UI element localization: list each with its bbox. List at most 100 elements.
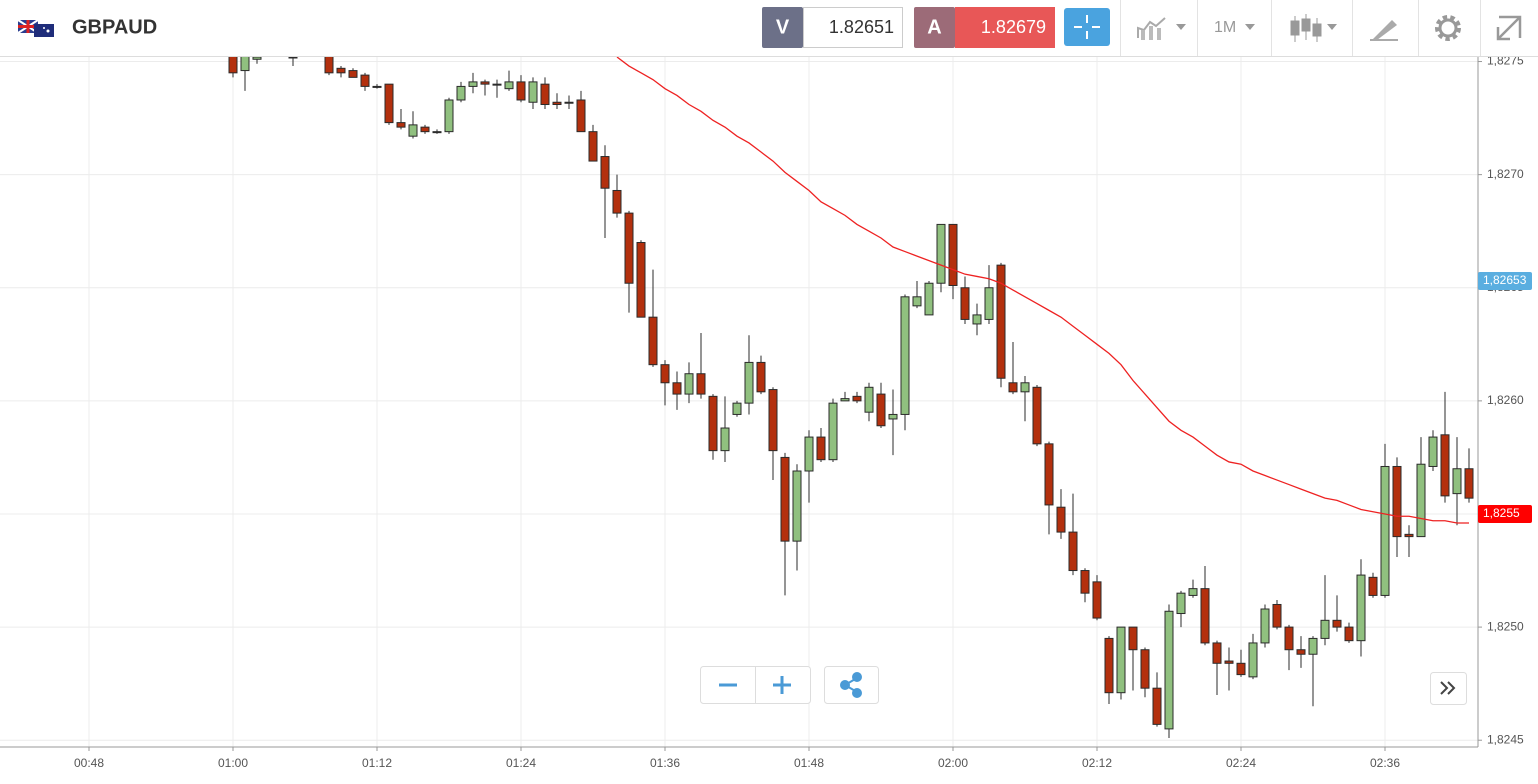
candle-body (432, 131, 442, 134)
candle-body (1128, 626, 1138, 651)
candle-body (600, 156, 610, 189)
zoom-in[interactable] (773, 676, 791, 694)
settings-button[interactable] (1435, 15, 1461, 41)
candle-body (972, 314, 982, 325)
candle-body (1332, 619, 1342, 628)
candle-body (936, 223, 946, 284)
moving-average (616, 57, 1469, 524)
crosshair-button[interactable] (1064, 8, 1110, 46)
candle-body (960, 287, 970, 320)
candle-body (660, 364, 670, 384)
candle-body (1296, 649, 1306, 655)
zoom-controls (700, 666, 1467, 705)
candle-body (1284, 626, 1294, 651)
candle-body (876, 393, 886, 427)
draw-tool-button[interactable] (1370, 20, 1398, 41)
ask-box[interactable] (955, 7, 1055, 48)
candle-body (1392, 465, 1402, 538)
candle-body (1452, 468, 1462, 495)
candle-body (1260, 608, 1270, 644)
candle-body (228, 57, 238, 74)
indicator-button[interactable] (1137, 17, 1186, 40)
y-tick-label: 1,8260 (1487, 393, 1524, 407)
candle-body (1248, 642, 1258, 678)
candle-body (396, 122, 406, 128)
timeframe[interactable]: 1M (1214, 19, 1236, 36)
candle-body (408, 124, 418, 137)
price-tag-label: 1,82653 (1483, 273, 1527, 287)
candle-body (372, 85, 382, 88)
price-tags: 1,82653 1,8255 (1478, 271, 1532, 523)
candle-body (912, 296, 922, 307)
chart-type-button[interactable] (1290, 14, 1337, 42)
crosshair-icon (1074, 15, 1100, 39)
candle-body (1080, 570, 1090, 594)
candle-body (384, 83, 394, 124)
candle-body (252, 57, 262, 60)
candle-body (888, 413, 898, 420)
candle-body (636, 242, 646, 318)
candle-body (1272, 603, 1282, 628)
y-tick-label: 1,8275 (1487, 54, 1524, 68)
bid-button[interactable] (762, 7, 803, 48)
candle-body (792, 470, 802, 542)
candle-body (516, 81, 526, 101)
candle-body (1164, 610, 1174, 730)
candle-body (1320, 619, 1330, 639)
candle-body (1356, 574, 1366, 642)
candle-body (648, 316, 658, 366)
x-tick-label: 01:24 (506, 756, 536, 770)
candle-body (1056, 506, 1066, 533)
price-tag (1478, 271, 1532, 290)
candle-body (1344, 626, 1354, 642)
candle-body (1200, 588, 1210, 644)
candle-body (576, 99, 586, 133)
candle-body (984, 287, 994, 320)
candle-body (588, 131, 598, 162)
candle-body (624, 212, 634, 284)
candle-body (816, 436, 826, 461)
candle-body (1380, 465, 1390, 596)
x-tick-label: 01:00 (218, 756, 248, 770)
candle-body (672, 382, 682, 395)
x-tick-label: 01:36 (650, 756, 680, 770)
candle-body (1188, 588, 1198, 596)
ask-button[interactable] (914, 7, 955, 48)
scroll-end-button[interactable] (1430, 672, 1467, 705)
candle-body (468, 81, 478, 87)
candle-body (996, 264, 1006, 379)
candle-body (540, 83, 550, 106)
candle-body (288, 57, 298, 59)
candle-body (1404, 533, 1414, 538)
candle-body (1152, 687, 1162, 725)
candle-body (420, 126, 430, 133)
bid-label: V (776, 16, 790, 38)
bid-price: 1.82651 (829, 17, 894, 37)
candle-body (684, 373, 694, 395)
y-tick-label: 1,8250 (1487, 619, 1524, 633)
symbol: GBPAUD (72, 16, 157, 38)
candle-body (552, 101, 562, 106)
x-tick-label: 01:12 (362, 756, 392, 770)
candle-body (864, 386, 874, 413)
header: GBPAUD V 1.82651 A 1.82679 1M (0, 0, 1538, 57)
candle-body (732, 402, 742, 415)
share-icon (840, 672, 862, 698)
candle-body (360, 74, 370, 87)
x-tick-label: 02:36 (1370, 756, 1400, 770)
share-button[interactable] (824, 666, 879, 704)
candle-body (924, 282, 934, 316)
candle-body (1092, 581, 1102, 619)
toolbar-separators (1120, 0, 1481, 56)
candle-body (1104, 637, 1114, 694)
price-tag (1478, 504, 1532, 523)
candle-body (852, 395, 862, 402)
candle-body (1464, 468, 1474, 499)
bid-box[interactable] (803, 7, 903, 48)
candle-body (900, 296, 910, 415)
fullscreen-button[interactable] (1496, 15, 1522, 41)
candle-body (1416, 463, 1426, 538)
candle-body (1020, 382, 1030, 393)
candle-body (444, 99, 454, 133)
candle-body (1236, 662, 1246, 676)
